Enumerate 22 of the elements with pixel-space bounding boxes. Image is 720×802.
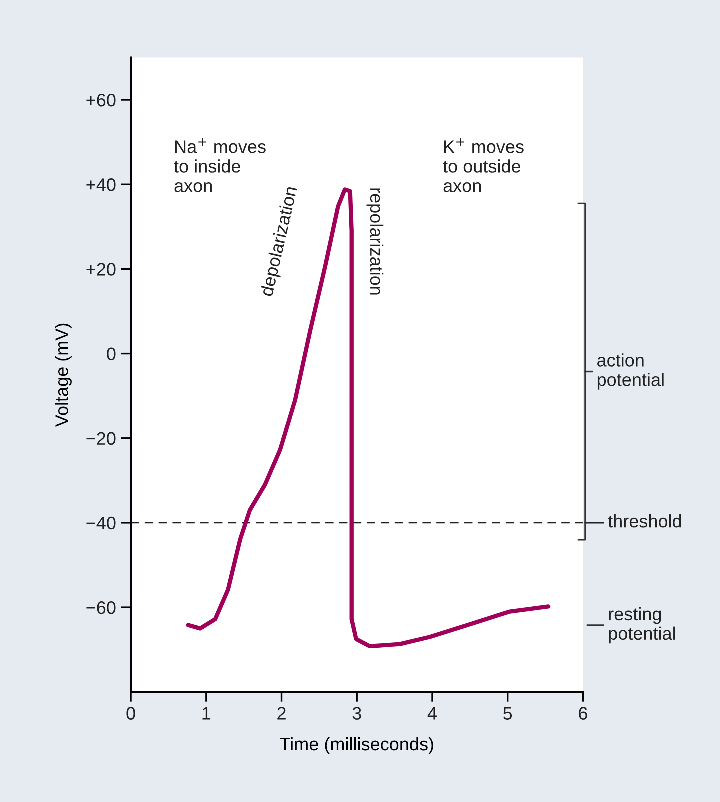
x-tick-label: 2 <box>278 707 286 720</box>
text: resting potential <box>609 607 676 644</box>
y-tick-label: −40 <box>86 516 116 530</box>
x-tick-label: 3 <box>352 707 362 720</box>
x-tick-label: 0 <box>126 707 136 720</box>
y-tick-label: 0 <box>107 348 116 361</box>
x-tick-label: 4 <box>428 707 437 720</box>
x-axis-title: Time (milliseconds) <box>280 737 434 754</box>
ref-line-label: threshold <box>608 514 682 528</box>
x-tick-label: 6 <box>579 707 588 720</box>
x-tick-label: 1 <box>202 707 211 720</box>
y-tick-label: +40 <box>86 178 116 192</box>
text: action potential <box>598 354 664 390</box>
annotation: K$^{+}$ moves to outside axon <box>443 138 524 192</box>
y-axis-title: Voltage (mV) <box>55 324 72 428</box>
y-tick-label: +20 <box>86 263 116 276</box>
x-tick-label: 5 <box>504 707 512 720</box>
y-tick-label: −20 <box>86 432 116 446</box>
y-tick-label: −60 <box>86 601 116 614</box>
annotation: Na$^{+}$ moves to inside axon <box>174 138 266 192</box>
y-tick-label: +60 <box>86 94 116 107</box>
annotation: repolarization <box>366 188 384 295</box>
